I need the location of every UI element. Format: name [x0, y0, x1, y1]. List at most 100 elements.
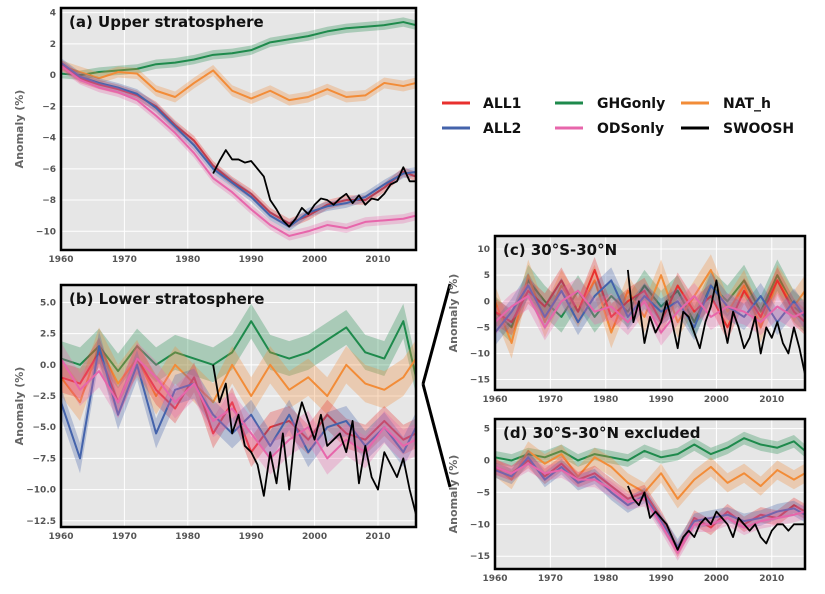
series-band-nat-h: [495, 441, 805, 509]
legend-label-all1: ALL1: [483, 96, 521, 112]
series-line-ghgonly: [61, 320, 416, 378]
y-tick-label: −4: [42, 134, 56, 144]
y-tick-label: −10: [36, 227, 56, 237]
series-line-all2: [495, 279, 805, 334]
y-tick-label: 0: [50, 71, 56, 81]
x-tick-label: 1970: [538, 395, 563, 405]
x-tick-label: 1990: [649, 574, 674, 584]
series-band-odsonly: [61, 342, 416, 475]
series-line-all2: [495, 456, 805, 548]
x-tick-label: 1990: [649, 395, 674, 405]
series-band-all2: [61, 331, 416, 474]
x-tick-label: 1980: [175, 532, 200, 542]
series-line-odsonly: [61, 64, 416, 237]
y-tick-label: −8: [42, 196, 56, 206]
series-group-d: [495, 431, 805, 561]
plot-background-b: [61, 285, 416, 527]
series-line-odsonly: [495, 462, 805, 555]
y-tick-label: 5.0: [40, 298, 56, 308]
series-line-swoosh: [627, 485, 805, 551]
x-tick-label: 1990: [239, 255, 264, 265]
x-tick-label: 1960: [48, 532, 73, 542]
y-tick-label: −7.5: [33, 454, 56, 464]
panel-title-c: (c) 30°S-30°N: [503, 241, 617, 259]
series-group-b: [61, 303, 416, 515]
series-line-all2: [61, 61, 416, 228]
x-tick-label: 2010: [365, 532, 390, 542]
plot-background-a: [61, 8, 416, 250]
y-tick-label: −15: [470, 552, 490, 562]
y-tick-label: −5.0: [33, 423, 56, 433]
x-tick-label: 2000: [302, 255, 327, 265]
y-tick-label: −2.5: [33, 392, 56, 402]
y-axis-label-d: Anomaly (%): [447, 455, 460, 534]
plot-background-d: [495, 419, 805, 569]
y-tick-label: −2: [42, 102, 56, 112]
series-line-nat-h: [495, 449, 805, 500]
series-band-all1: [495, 256, 805, 341]
legend-label-nat-h: NAT_h: [723, 96, 771, 112]
y-tick-label: −12.5: [26, 517, 56, 527]
series-group-a: [61, 17, 416, 241]
y-tick-label: −6: [42, 165, 56, 175]
panel-c: 1960 1970 1980 1990 2000 2010 10 5 0 −5 −10 −15 (c) …: [447, 234, 807, 405]
x-tick-label: 1960: [48, 255, 73, 265]
series-line-swoosh: [212, 149, 416, 228]
plot-frame-d: [493, 417, 807, 571]
connector-line-lower: [421, 383, 452, 488]
series-band-all2: [495, 267, 805, 346]
series-line-ghgonly: [495, 437, 805, 462]
series-band-nat-h: [61, 60, 416, 106]
series-band-ghgonly: [61, 17, 416, 80]
series-line-all1: [495, 459, 805, 551]
legend-entry-odsonly: ODSonly: [555, 121, 664, 137]
x-tick-label: 2000: [704, 574, 729, 584]
series-line-odsonly: [61, 357, 416, 460]
y-tick-label: 2: [50, 40, 56, 50]
series-line-all1: [495, 268, 805, 329]
y-tick-label: −10: [470, 349, 490, 359]
panel-title-d: (d) 30°S-30°N excluded: [503, 424, 700, 442]
series-line-swoosh: [212, 364, 416, 515]
x-tick-label: 1960: [482, 574, 507, 584]
y-axis-label-a: Anomaly (%): [13, 90, 26, 169]
x-tick-label: 2000: [302, 532, 327, 542]
legend-label-swoosh: SWOOSH: [723, 121, 794, 137]
y-tick-label: −10: [470, 520, 490, 530]
panel-title-b: (b) Lower stratosphere: [69, 290, 264, 308]
x-tick-label: 1990: [239, 532, 264, 542]
plot-frame-a: [59, 6, 418, 252]
series-line-swoosh: [626, 269, 805, 375]
x-tick-label: 1970: [112, 532, 137, 542]
y-tick-label: 0.0: [40, 361, 56, 371]
legend-label-all2: ALL2: [483, 121, 521, 137]
x-tick-label: 2000: [704, 395, 729, 405]
legend-entry-nat-h: NAT_h: [681, 96, 771, 112]
series-group-c: [495, 254, 805, 375]
series-band-nat-h: [495, 254, 805, 359]
y-tick-label: 2.5: [40, 330, 56, 340]
series-line-nat-h: [61, 345, 416, 404]
series-line-ghgonly: [61, 21, 416, 77]
legend-entry-swoosh: SWOOSH: [681, 121, 794, 137]
plot-frame-b: [59, 283, 418, 529]
legend-entry-all2: ALL2: [442, 121, 521, 137]
x-tick-label: 2010: [365, 255, 390, 265]
series-band-all2: [61, 57, 416, 232]
y-tick-label: 10: [477, 245, 490, 255]
series-line-nat-h: [61, 64, 416, 102]
panel-d: 1960 1970 1980 1990 2000 2010 5 0 −5 −10 −15 (d) 30…: [447, 417, 807, 584]
y-tick-label: −5: [476, 323, 490, 333]
y-tick-label: 5: [484, 271, 490, 281]
x-tick-label: 1970: [538, 574, 563, 584]
legend-entry-ghgonly: GHGonly: [555, 96, 665, 112]
series-band-odsonly: [61, 61, 416, 241]
x-tick-label: 2010: [759, 574, 784, 584]
panel-b: 1960 1970 1980 1990 2000 2010 5.0 2.5 0.0 −2.5 −5.…: [13, 283, 418, 542]
x-tick-label: 1980: [593, 395, 618, 405]
y-axis-label-c: Anomaly (%): [447, 274, 460, 353]
y-tick-label: −5: [476, 488, 490, 498]
legend-entry-all1: ALL1: [442, 96, 521, 112]
y-tick-label: 4: [50, 9, 56, 19]
